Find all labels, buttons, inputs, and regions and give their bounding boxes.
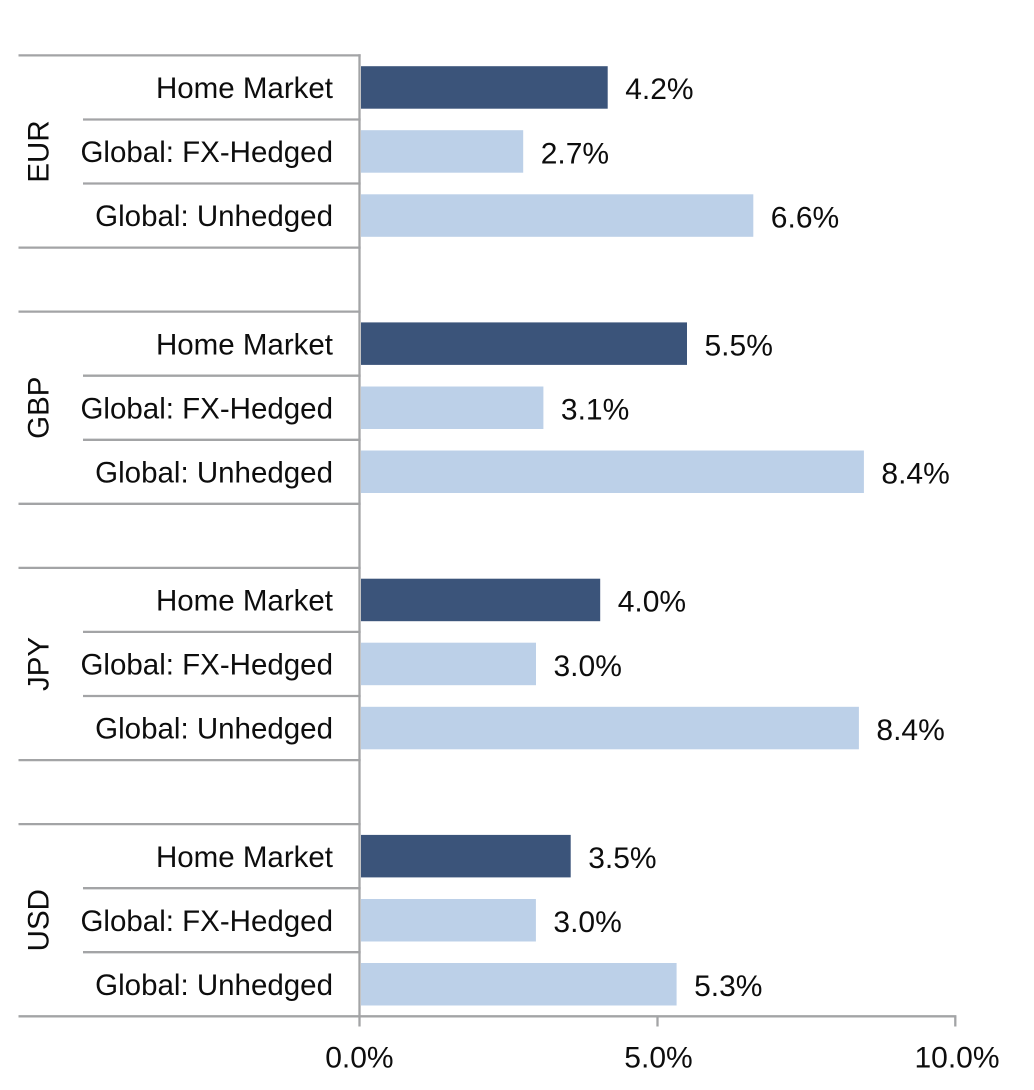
svg-text:5.3%: 5.3% [694,970,762,1003]
svg-text:USD: USD [23,889,56,951]
svg-text:0.0%: 0.0% [325,1041,393,1074]
svg-text:Global: FX-Hedged: Global: FX-Hedged [80,136,333,169]
svg-text:3.0%: 3.0% [553,906,621,939]
svg-text:Global: FX-Hedged: Global: FX-Hedged [80,649,333,682]
svg-text:Global: Unhedged: Global: Unhedged [95,969,333,1002]
svg-text:2.7%: 2.7% [541,137,609,170]
svg-text:Global: Unhedged: Global: Unhedged [95,200,333,233]
svg-text:GBP: GBP [23,377,56,439]
svg-text:10.0%: 10.0% [914,1041,999,1074]
svg-text:Home Market: Home Market [156,585,333,618]
svg-text:Global: FX-Hedged: Global: FX-Hedged [80,905,333,938]
svg-text:3.1%: 3.1% [561,394,629,427]
svg-text:8.4%: 8.4% [881,458,949,491]
svg-text:5.5%: 5.5% [705,330,773,363]
svg-text:Global: Unhedged: Global: Unhedged [95,456,333,489]
svg-text:Home Market: Home Market [156,72,333,105]
svg-text:Global: FX-Hedged: Global: FX-Hedged [80,392,333,425]
svg-text:5.0%: 5.0% [624,1041,692,1074]
svg-text:Home Market: Home Market [156,841,333,874]
svg-text:4.0%: 4.0% [618,586,686,619]
svg-text:Home Market: Home Market [156,328,333,361]
svg-text:6.6%: 6.6% [771,201,839,234]
svg-text:Global: Unhedged: Global: Unhedged [95,713,333,746]
svg-text:3.5%: 3.5% [588,842,656,875]
svg-text:4.2%: 4.2% [625,73,693,106]
svg-text:JPY: JPY [23,637,56,691]
svg-text:EUR: EUR [23,120,56,182]
svg-text:8.4%: 8.4% [876,714,944,747]
svg-text:3.0%: 3.0% [554,650,622,683]
